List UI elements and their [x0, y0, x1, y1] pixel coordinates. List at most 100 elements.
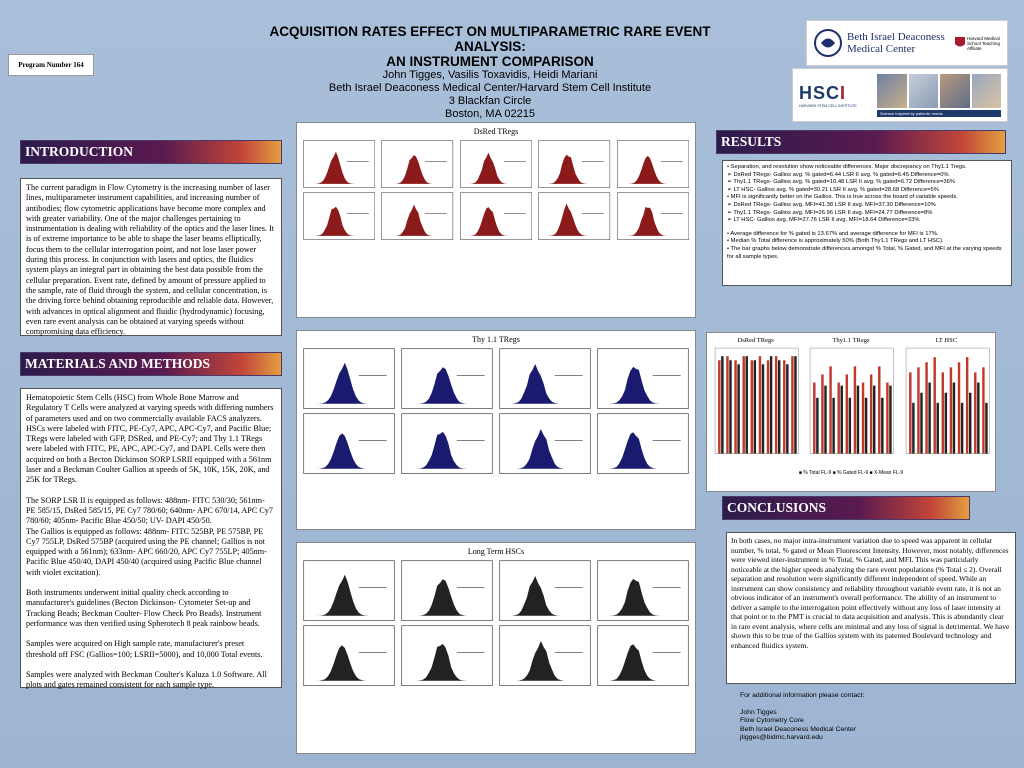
histogram-plot: [303, 140, 376, 188]
bar-mark: [845, 374, 849, 454]
histogram-cell: [401, 413, 493, 475]
methods-paragraph: Hematopoietic Stem Cells (HSC) from Whol…: [26, 393, 274, 485]
histogram-cell: [616, 140, 689, 188]
bar-mark: [840, 385, 844, 454]
bidmc-logo: Beth Israel Deaconess Medical Center Har…: [806, 20, 1008, 66]
bar-mark: [854, 366, 857, 454]
contact-intro: For additional information please contac…: [740, 692, 865, 699]
hsci-photo-strip: [877, 73, 1001, 108]
bar-chart-title: Thy1.1 TRegs: [832, 337, 870, 344]
histogram-cell: [597, 625, 689, 687]
bar-mark: [837, 382, 841, 454]
histogram-plot: [303, 348, 395, 409]
histogram-plot: [381, 192, 454, 241]
authors: John Tigges, Vasilis Toxavidis, Heidi Ma…: [382, 69, 598, 81]
bar-mark: [973, 372, 977, 454]
bar-mark: [832, 397, 836, 454]
bar-mark: [829, 366, 833, 454]
histogram-cell: [303, 192, 376, 241]
address-2: Boston, MA 02215: [445, 108, 535, 120]
bar-mark: [916, 367, 920, 454]
bar-charts-panel: DsRed TRegs Thy1.1 TRegs LT HSC ■ % Total …: [706, 332, 996, 492]
bar-mark: [925, 362, 928, 454]
histogram-cell: [499, 413, 591, 475]
histogram-cell: [597, 560, 689, 621]
bar-mark: [976, 382, 980, 454]
bar-mark: [726, 356, 729, 454]
poster-title-block: ACQUISITION RATES EFFECT ON MULTIPARAMET…: [250, 24, 730, 121]
conclusions-text: In both cases, no major intra-instrument…: [726, 532, 1016, 684]
histogram-plot: [401, 560, 493, 621]
histogram-plot: [303, 560, 395, 621]
bar-mark: [777, 360, 781, 454]
histogram-cell: [499, 348, 591, 409]
histogram-cell: [381, 192, 454, 241]
results-summary-line: • Average difference for % gated is 13.6…: [727, 230, 939, 237]
bar-mark: [737, 364, 740, 454]
bar-mark: [952, 382, 955, 454]
program-number: Program Number 164: [8, 54, 94, 76]
bar-mark: [791, 356, 794, 454]
methods-paragraph: The SORP LSR II is equipped as follows: …: [26, 495, 274, 526]
bar-mark: [824, 385, 828, 454]
bar-mark: [949, 367, 952, 454]
histogram-cell: [381, 140, 454, 188]
bar-mark: [944, 392, 947, 454]
bar-mark: [758, 356, 762, 454]
thy-panel-title: Thy 1.1 TRegs: [472, 335, 520, 344]
contact-name: John Tigges: [740, 708, 777, 716]
results-line: ➢ Thy1.1 TRegs- Gallios avg. MFI=26.96 L…: [727, 209, 933, 216]
histogram-cell: [303, 625, 395, 687]
bar-mark: [960, 402, 963, 454]
bar-mark: [968, 392, 972, 454]
bar-charts: DsRed TRegs Thy1.1 TRegs LT HSC: [707, 333, 995, 470]
hsc-panel: Long Term HSCs: [296, 542, 696, 754]
bar-mark: [981, 367, 985, 454]
bar-mark: [957, 362, 960, 454]
bar-mark: [857, 385, 860, 454]
bar-mark: [865, 397, 868, 454]
bar-mark: [729, 360, 732, 454]
histogram-plot: [499, 348, 591, 409]
bar-chart: LT HSC: [902, 337, 991, 466]
hsc-panel-title: Long Term HSCs: [467, 547, 525, 556]
contact-dept: Flow Cytometry Core: [740, 717, 804, 725]
histogram-cell: [303, 348, 395, 409]
results-lines: • Separation, and resolution show notice…: [727, 164, 1007, 225]
histogram-plot: [616, 140, 689, 188]
dsred-panel-title: DsRed TRegs: [473, 127, 519, 136]
dsred-tregs-panel: DsRed TRegs: [296, 122, 696, 318]
address-1: 3 Blackfan Circle: [448, 95, 532, 107]
histogram-plot: [538, 192, 611, 241]
hsci-wordmark: HSCI: [799, 82, 847, 103]
bar-mark: [889, 385, 892, 454]
bar-mark: [750, 360, 754, 454]
histogram-plot: [499, 625, 591, 687]
bar-mark: [794, 356, 797, 454]
bar-chart-title: LT HSC: [935, 337, 958, 344]
bar-mark: [718, 360, 721, 454]
contact-block: For additional information please contac…: [740, 692, 970, 743]
histogram-plot: [538, 140, 611, 188]
harvard-shield-icon: [955, 37, 965, 47]
bar-mark: [933, 357, 936, 454]
histogram-cell: [499, 625, 591, 687]
contact-org: Beth Israel Deaconess Medical Center: [740, 725, 856, 733]
results-summary: • Average difference for % gated is 13.6…: [727, 231, 1007, 261]
hsci-text: HARVARD STEM CELL INSTITUTE: [799, 103, 857, 108]
histogram-plot: [499, 413, 591, 475]
histogram-plot: [401, 413, 493, 475]
bar-mark: [783, 360, 786, 454]
bar-mark: [753, 360, 757, 454]
histogram-plot: [499, 560, 591, 621]
bar-mark: [721, 356, 724, 454]
histogram-plot: [460, 192, 532, 241]
conclusions-header: CONCLUSIONS: [722, 496, 970, 520]
bar-chart-plot: [905, 347, 990, 454]
results-summary-line: • The bar graphs below demonstrate diffe…: [727, 245, 1002, 260]
histogram-cell: [538, 140, 611, 188]
histogram-plot: [597, 560, 689, 621]
methods-paragraph: The Gallios is equipped as follows: 488n…: [26, 526, 267, 577]
results-line: ➢ DsRed TRegs- Gallios avg. % gated=6.44…: [727, 171, 949, 178]
bar-mark: [745, 356, 748, 454]
